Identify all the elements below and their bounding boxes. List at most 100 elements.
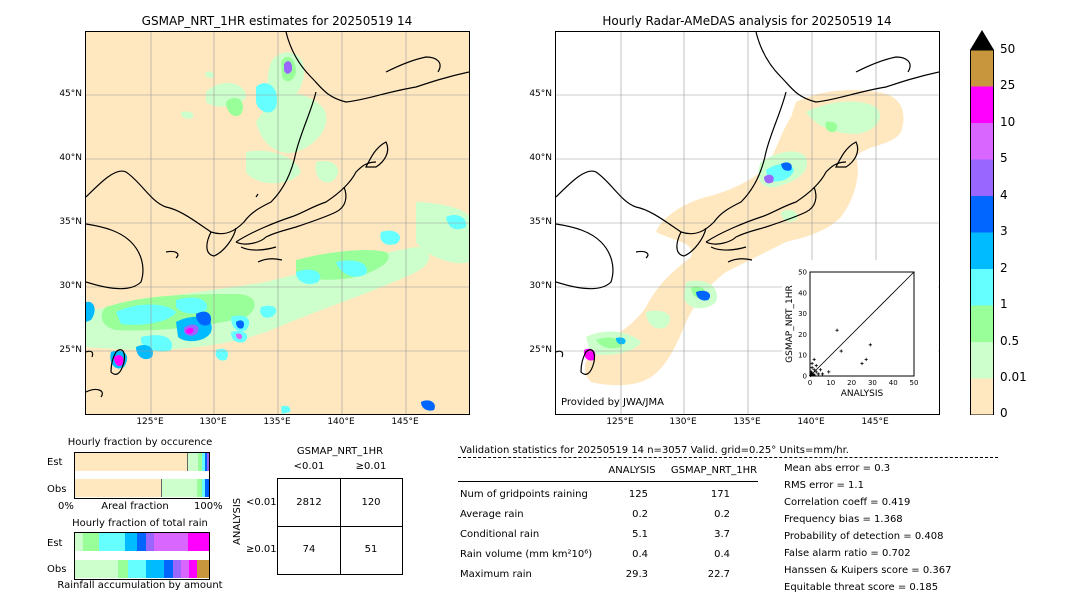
- total-rain-title: Hourly fraction of total rain: [72, 518, 208, 529]
- colorbar-label-3: 3: [1000, 224, 1008, 238]
- total-rain-footer: Rainfall accumulation by amount: [57, 580, 223, 591]
- contingency-cell-b: 120: [361, 497, 381, 508]
- left-lat-30: 30°N: [59, 281, 82, 291]
- colorbar-segment: [970, 305, 994, 343]
- occurrence-est-bar: [198, 453, 202, 471]
- total-rain-obs-bar: [189, 560, 197, 578]
- stat-analysis-value: 0.2: [632, 509, 648, 520]
- scatter-axes-frame: [809, 271, 915, 377]
- total-rain-obs-bar: [128, 560, 146, 578]
- scatter-point: [868, 343, 872, 347]
- scatter-point: [812, 357, 816, 361]
- score-pod: Probability of detection = 0.408: [784, 531, 944, 542]
- stat-gsmap-value: 22.7: [707, 569, 730, 580]
- right-lat-35: 35°N: [529, 217, 552, 227]
- total-rain-obs-bar: [197, 560, 209, 578]
- total-rain-est-bar: [75, 533, 83, 551]
- scatter-y-tick: 10: [798, 352, 807, 360]
- left-lon-145: 145°E: [391, 417, 419, 427]
- scatter-y-tick: 20: [798, 331, 807, 339]
- stat-label: Average rain: [460, 509, 524, 520]
- total-rain-est-bar: [188, 533, 209, 551]
- occurrence-obs-bar: [202, 479, 205, 497]
- colorbar-label-4: 4: [1000, 188, 1008, 202]
- scatter-point: [814, 370, 818, 374]
- scatter-point: [839, 349, 843, 353]
- stat-analysis-value: 29.3: [625, 569, 648, 580]
- validation-col-gsmap: GSMAP_NRT_1HR: [670, 465, 758, 476]
- total-rain-obs-bar: [173, 560, 181, 578]
- scatter-point: [809, 373, 813, 377]
- stat-gsmap-value: 171: [710, 489, 730, 500]
- right-map-credit: Provided by JWA/JMA: [561, 397, 664, 408]
- scatter-x-tick: 30: [868, 379, 877, 387]
- contingency-cell-d: 51: [364, 544, 378, 555]
- contingency-row-ge: ≥0.01: [246, 544, 277, 555]
- left-lat-35: 35°N: [59, 217, 82, 227]
- colorbar-segment: [970, 196, 994, 233]
- right-lon-125: 125°E: [606, 417, 634, 427]
- left-map: [85, 31, 470, 415]
- left-coastlines: [86, 32, 469, 398]
- left-lon-125: 125°E: [136, 417, 164, 427]
- score-far: False alarm ratio = 0.702: [784, 548, 911, 559]
- colorbar-label-50: 50: [1000, 42, 1016, 56]
- stat-label: Rain volume (mm km²10⁶): [460, 549, 593, 560]
- scatter-point: [810, 361, 814, 366]
- colorbar-label-5: 5: [1000, 151, 1008, 165]
- stat-gsmap-value: 3.7: [714, 529, 730, 540]
- contingency-row-lt: <0.01: [246, 497, 277, 508]
- contingency-col-lt: <0.01: [293, 461, 325, 472]
- stat-gsmap-value: 0.4: [714, 549, 730, 560]
- scatter-point: [812, 368, 816, 372]
- left-lat-25: 25°N: [59, 345, 82, 355]
- scatter-plot: 00 10 10 20 20 30 30 40 40 50 50 ANALYSIS GSMAP_NRT_…: [785, 269, 918, 400]
- occurrence-axis-left: 0%: [58, 501, 74, 512]
- contingency-table: 2812 120 74 51: [277, 478, 403, 575]
- right-gridlines: [556, 32, 939, 414]
- occurrence-est-bar: [75, 453, 188, 471]
- validation-header: Validation statistics for 20250519 14 n=…: [460, 445, 849, 456]
- left-rain-field: [86, 52, 469, 414]
- scatter-ylabel: GSMAP_NRT_1HR: [785, 285, 795, 363]
- scatter-point: [827, 370, 831, 374]
- stat-label: Maximum rain: [460, 569, 532, 580]
- occurrence-axis-mid: Areal fraction: [101, 501, 169, 512]
- validation-underline: [458, 481, 758, 482]
- left-lat-40: 40°N: [59, 153, 82, 163]
- score-correlation: Correlation coeff = 0.419: [784, 497, 911, 508]
- right-lat-40: 40°N: [529, 153, 552, 163]
- left-lon-130: 130°E: [199, 417, 227, 427]
- scatter-diagonal: [809, 271, 915, 377]
- contingency-side-label: ANALYSIS: [232, 497, 243, 545]
- left-lat-45: 45°N: [59, 89, 82, 99]
- total-rain-est-bar: [99, 533, 125, 551]
- scatter-point: [860, 361, 864, 366]
- colorbar: [970, 30, 994, 416]
- validation-col-analysis: ANALYSIS: [608, 465, 656, 476]
- colorbar-label-0-01: 0.01: [1000, 370, 1027, 384]
- total-rain-obs-bar: [146, 560, 164, 578]
- contingency-col-ge: ≥0.01: [355, 461, 387, 472]
- score-rms-error: RMS error = 1.1: [784, 480, 864, 491]
- contingency-cell-c: 74: [302, 544, 316, 555]
- colorbar-segment: [970, 123, 994, 160]
- stat-label: Num of gridpoints raining: [460, 489, 588, 500]
- scatter-x-tick: 20: [847, 379, 856, 387]
- total-rain-obs-bar: [75, 560, 118, 578]
- scatter-y-tick: 30: [798, 310, 807, 318]
- colorbar-segment: [970, 378, 994, 416]
- occurrence-est-bar: [205, 453, 207, 471]
- occurrence-obs-bar: [205, 479, 209, 497]
- occurrence-est-label: Est: [47, 457, 63, 468]
- scatter-point: [810, 366, 814, 370]
- left-lon-135: 135°E: [263, 417, 291, 427]
- stat-analysis-value: 125: [628, 489, 648, 500]
- scatter-point: [818, 368, 822, 372]
- scatter-x-tick: 40: [889, 379, 898, 387]
- colorbar-label-10: 10: [1000, 115, 1016, 129]
- total-rain-est-bar: [83, 533, 99, 551]
- scatter-point: [811, 372, 815, 376]
- right-map-title: Hourly Radar-AMeDAS analysis for 2025051…: [602, 14, 892, 28]
- occurrence-est-bar: [188, 453, 198, 471]
